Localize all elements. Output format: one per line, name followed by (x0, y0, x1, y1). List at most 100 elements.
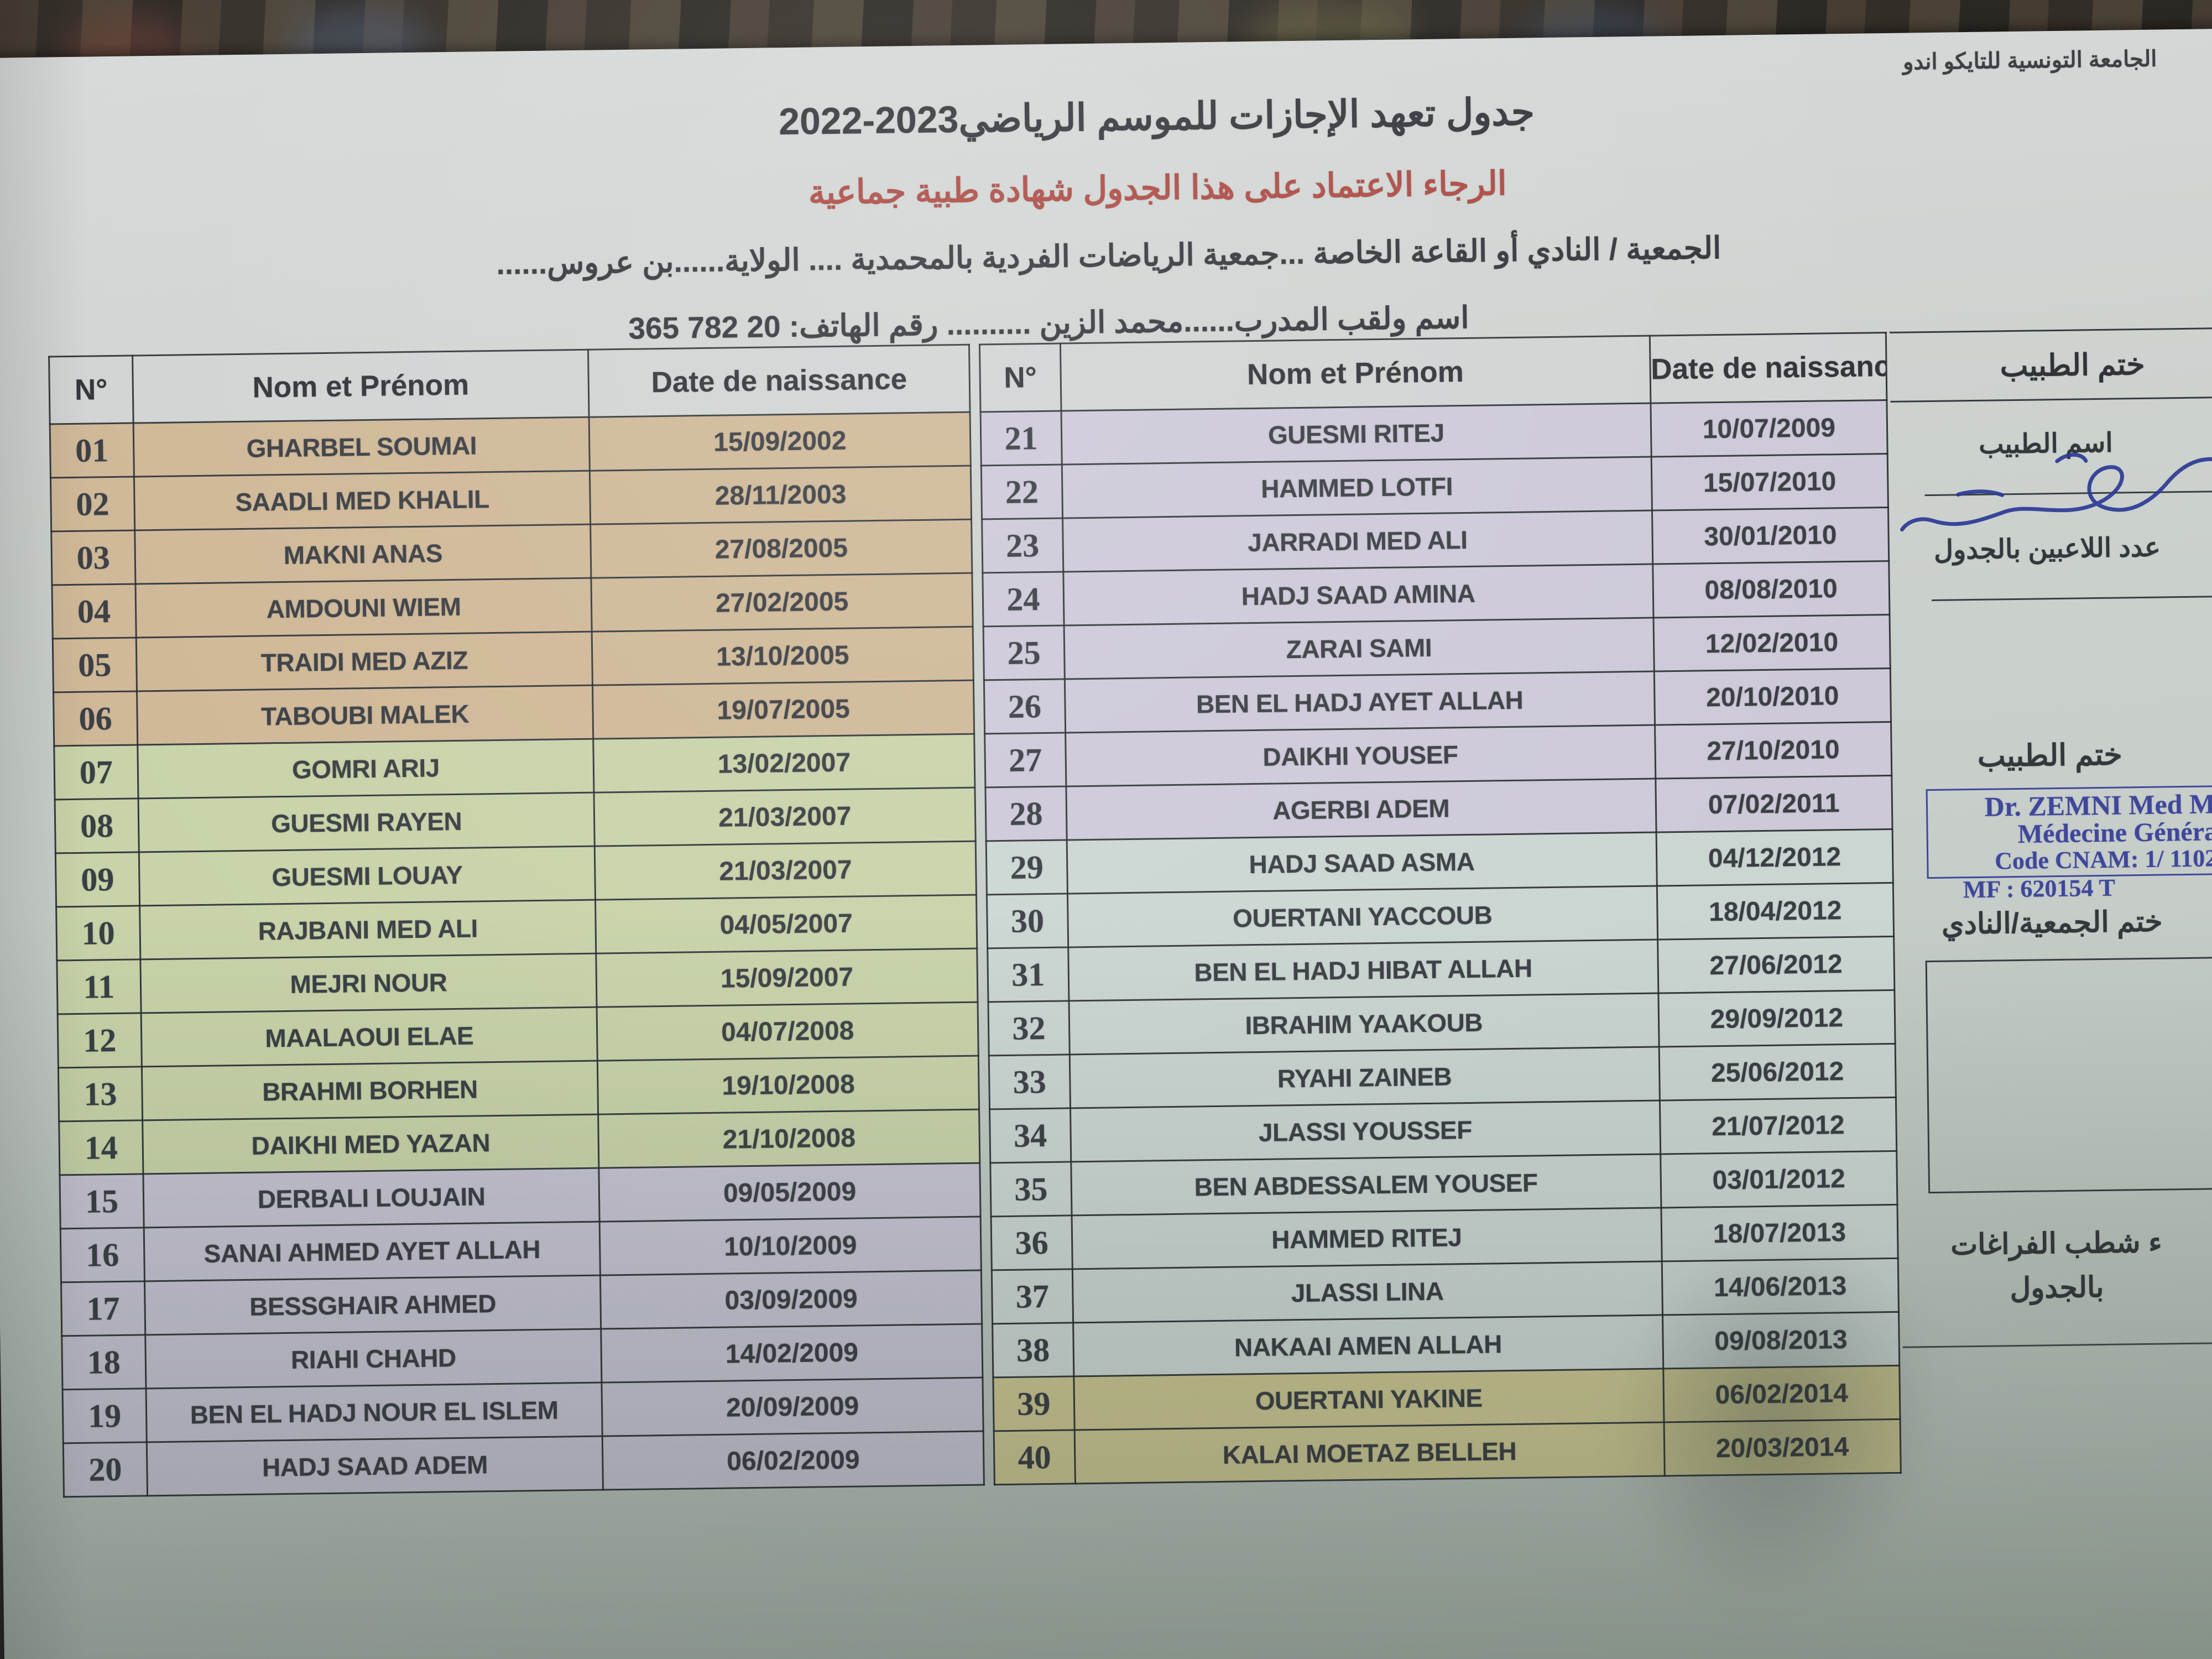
player-name-cell: DERBALI LOUJAIN (143, 1168, 600, 1228)
player-name-cell: BESSGHAIR AHMED (144, 1275, 601, 1335)
player-number-cell: 15 (59, 1173, 144, 1229)
player-dob-cell: 04/07/2008 (597, 1002, 979, 1061)
doctor-stamp-imprint: Dr. ZEMNI Med Monce Médecine Générale Co… (1926, 784, 2212, 879)
player-number-cell: 13 (58, 1066, 143, 1121)
player-number-cell: 03 (51, 530, 135, 585)
column-header-dob: Date de naissance (588, 345, 971, 418)
player-dob-cell: 04/12/2012 (1656, 829, 1893, 886)
player-name-cell: BEN EL HADJ NOUR EL ISLEM (145, 1383, 603, 1442)
player-number-cell: 33 (989, 1054, 1071, 1109)
player-dob-cell: 21/07/2012 (1660, 1097, 1897, 1154)
player-dob-cell: 18/07/2013 (1661, 1204, 1898, 1261)
player-dob-cell: 25/06/2012 (1658, 1044, 1896, 1100)
player-number-cell: 12 (58, 1013, 142, 1068)
player-name-cell: RAJBANI MED ALI (139, 900, 597, 959)
player-dob-cell: 21/10/2008 (598, 1109, 980, 1168)
player-number-cell: 23 (982, 518, 1063, 573)
player-number-cell: 24 (982, 572, 1064, 627)
player-dob-cell: 10/10/2009 (599, 1217, 982, 1276)
stamp-specialty: Médecine Générale (2017, 816, 2212, 849)
stamp-mf-code: MF : 620154 T (1963, 874, 2116, 904)
player-name-cell: IBRAHIM YAAKOUB (1068, 993, 1659, 1055)
player-name-cell: BRAHMI BORHEN (142, 1061, 598, 1120)
player-name-cell: GUESMI RITEJ (1061, 403, 1651, 465)
player-name-cell: BEN EL HADJ HIBAT ALLAH (1068, 940, 1658, 1001)
panel-bottom-border (1902, 1342, 2212, 1348)
player-row: 40 KALAI MOETAZ BELLEH 20/03/2014 (994, 1419, 1901, 1485)
player-number-cell: 29 (986, 839, 1068, 895)
player-name-cell: NAKAAI AMEN ALLAH (1073, 1314, 1663, 1376)
player-dob-cell: 20/09/2009 (602, 1378, 984, 1437)
player-dob-cell: 21/03/2007 (594, 841, 977, 900)
column-header-name: Nom et Prénom (132, 349, 589, 424)
player-dob-cell: 19/07/2005 (592, 680, 974, 739)
note-line-1: ء شطب الفراغات (1950, 1226, 2162, 1261)
player-dob-cell: 13/02/2007 (593, 734, 975, 793)
player-number-cell: 28 (985, 786, 1067, 841)
player-number-cell: 20 (63, 1442, 148, 1497)
player-name-cell: BEN ABDESSALEM YOUSEF (1071, 1154, 1661, 1215)
player-dob-cell: 18/04/2012 (1656, 883, 1894, 940)
player-dob-cell: 20/03/2014 (1663, 1419, 1901, 1476)
player-dob-cell: 13/10/2005 (592, 627, 974, 686)
player-number-cell: 39 (993, 1376, 1074, 1431)
player-name-cell: HAMMED LOTFI (1062, 457, 1652, 519)
player-dob-cell: 09/08/2013 (1662, 1312, 1900, 1369)
player-name-cell: HADJ SAAD ASMA (1066, 832, 1657, 894)
player-number-cell: 09 (55, 852, 140, 907)
player-number-cell: 01 (50, 423, 134, 478)
player-dob-cell: 28/11/2003 (589, 466, 972, 525)
player-name-cell: RYAHI ZAINEB (1070, 1046, 1660, 1108)
players-count-blank-line (1932, 595, 2212, 601)
player-name-cell: KALAI MOETAZ BELLEH (1074, 1422, 1665, 1484)
player-name-cell: HADJ SAAD AMINA (1063, 564, 1653, 626)
player-dob-cell: 20/10/2010 (1653, 668, 1891, 726)
table-header-row: N° Nom et Prénom Date de naissance (49, 345, 971, 424)
player-name-cell: HAMMED RITEJ (1071, 1207, 1662, 1269)
player-name-cell: TABOUBI MALEK (137, 685, 593, 745)
player-number-cell: 05 (53, 637, 137, 692)
player-dob-cell: 27/08/2005 (590, 519, 972, 578)
player-number-cell: 10 (56, 905, 140, 961)
player-dob-cell: 27/06/2012 (1657, 936, 1895, 994)
player-number-cell: 18 (61, 1334, 146, 1390)
player-dob-cell: 06/02/2014 (1663, 1365, 1901, 1422)
paper-document: الجامعة التونسية للتايكو اندو جدول تعهد … (0, 28, 2212, 1659)
player-name-cell: SAADLI MED KHALIL (134, 471, 591, 530)
license-table-left: N° Nom et Prénom Date de naissance 01 GHA… (48, 344, 985, 1498)
note-line-2: بالجدول (2010, 1271, 2104, 1305)
player-dob-cell: 29/09/2012 (1658, 990, 1896, 1047)
player-name-cell: MEJRI NOUR (140, 953, 597, 1013)
player-dob-cell: 03/09/2009 (600, 1270, 982, 1329)
license-tables: N° Nom et Prénom Date de naissance 01 GHA… (48, 332, 1902, 1498)
player-number-cell: 17 (61, 1281, 145, 1336)
player-number-cell: 25 (983, 625, 1065, 680)
player-number-cell: 08 (55, 798, 139, 853)
column-header-number: N° (49, 356, 133, 424)
player-name-cell: JLASSI LINA (1072, 1261, 1663, 1323)
player-name-cell: SANAI AHMED AYET ALLAH (144, 1222, 601, 1281)
player-dob-cell: 14/06/2013 (1661, 1258, 1899, 1315)
player-number-cell: 02 (50, 477, 135, 531)
player-number-cell: 06 (53, 691, 138, 746)
player-number-cell: 31 (987, 947, 1069, 1002)
column-header-name: Nom et Prénom (1060, 336, 1651, 411)
player-number-cell: 11 (56, 959, 141, 1014)
stamp-doctor-name: Dr. ZEMNI Med Monce (1984, 787, 2212, 822)
player-name-cell: OUERTANI YAKINE (1073, 1368, 1664, 1430)
player-dob-cell: 04/05/2007 (595, 895, 977, 954)
player-dob-cell: 27/02/2005 (591, 573, 973, 632)
player-name-cell: DAIKHI MED YAZAN (142, 1114, 599, 1174)
player-number-cell: 35 (990, 1161, 1072, 1217)
player-name-cell: BEN EL HADJ AYET ALLAH (1065, 671, 1655, 733)
player-number-cell: 36 (991, 1215, 1073, 1270)
player-dob-cell: 03/01/2012 (1660, 1151, 1897, 1208)
doctor-stamp-label-2: ختم الطبيب (1977, 738, 2123, 773)
player-dob-cell: 21/03/2007 (594, 787, 976, 847)
player-dob-cell: 27/10/2010 (1655, 722, 1892, 779)
player-dob-cell: 19/10/2008 (597, 1056, 979, 1115)
column-header-number: N° (979, 343, 1061, 412)
player-number-cell: 07 (54, 744, 138, 800)
